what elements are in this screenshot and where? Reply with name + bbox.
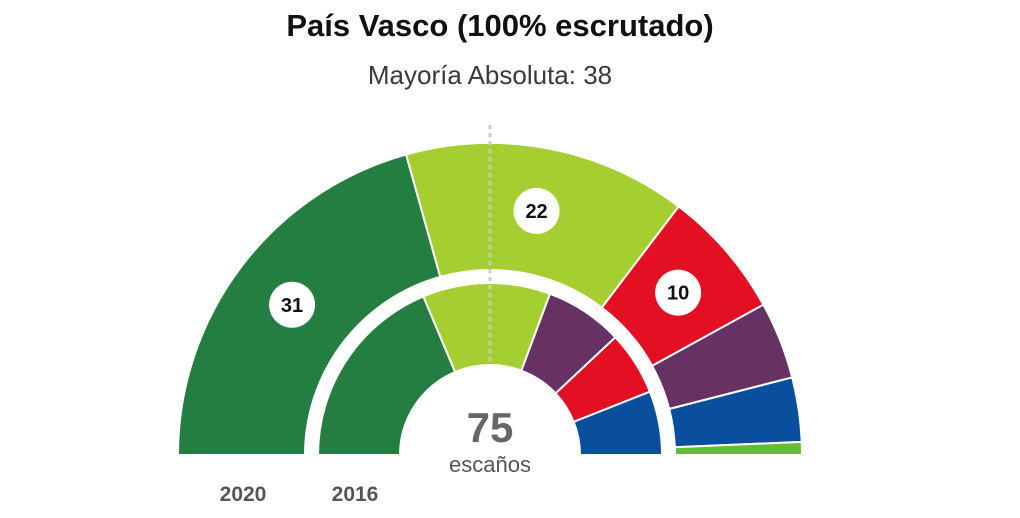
chart-subtitle: Mayoría Absoluta: 38 [367, 60, 613, 90]
center-seat-label: escaños [449, 452, 531, 477]
seat-label-badge [269, 281, 316, 328]
center-seat-count: 75 [467, 404, 514, 451]
ring-2016 [316, 282, 664, 456]
seat-segment-2016-1 [316, 295, 457, 456]
seat-label-badge [655, 269, 702, 316]
seat-label-value: 10 [667, 283, 689, 305]
seat-label-value: 22 [525, 201, 547, 223]
seat-segment-2020-6 [673, 440, 804, 456]
chart-title: País Vasco (100% escrutado) [286, 8, 714, 43]
seat-label-value: 31 [281, 295, 303, 317]
ring-label-2016: 2016 [332, 483, 379, 506]
seat-label-badge [513, 187, 560, 234]
seat-segment-2016-5 [572, 390, 664, 456]
seat-labels: 31 22 10 [269, 187, 702, 328]
ring-label-2020: 2020 [220, 483, 267, 506]
